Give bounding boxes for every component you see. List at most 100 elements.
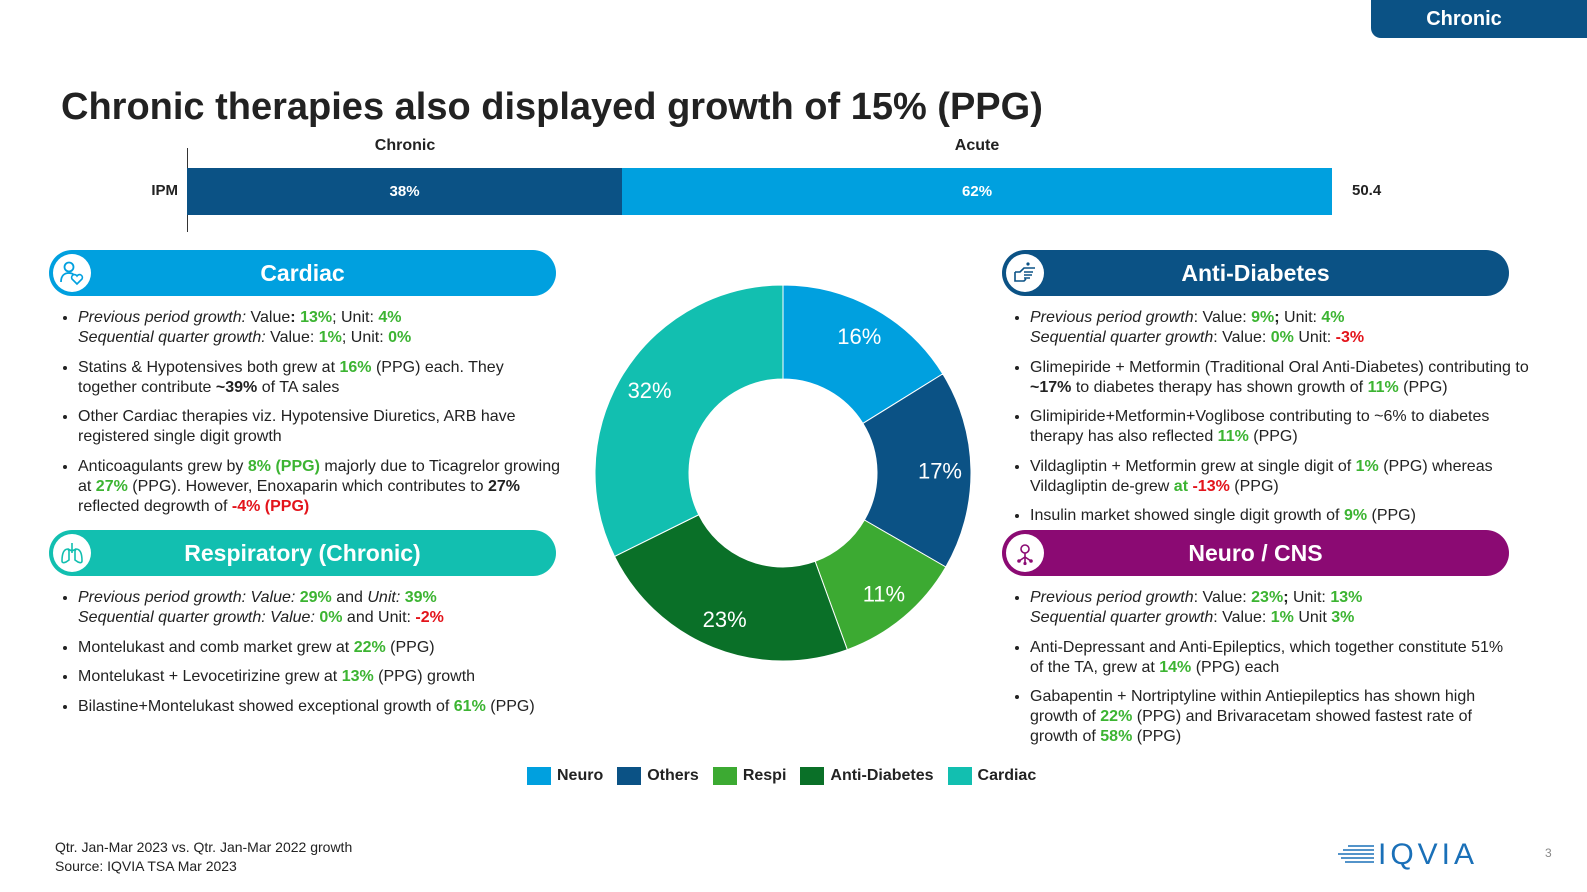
bullet-text: 13% (1330, 589, 1363, 606)
bullet-text: (PPG) and Brivaracetam showed fastest ra… (1030, 708, 1472, 745)
bullet-text: 11% (1367, 378, 1399, 396)
bullet-text: Sequential quarter growth (1030, 609, 1214, 626)
bullet-text: 1% (1355, 457, 1379, 475)
bullet-text: -4% (PPG) (231, 497, 310, 515)
bullet-text: 16% (339, 358, 372, 376)
bullet-text: 29% (299, 589, 332, 606)
section-tag: Chronic (1371, 0, 1587, 38)
bullet-text: 61% (453, 697, 486, 715)
bullet-text: 1% (1270, 609, 1294, 626)
bullet-text: to diabetes therapy has shown growth of (1071, 378, 1368, 396)
bullet-text: (PPG) whereas Vildagliptin de-grew (1030, 457, 1493, 495)
bullet-text: 3% (1331, 609, 1355, 626)
antidiabetes-header: Anti-Diabetes (1002, 250, 1509, 296)
legend-label: Others (647, 767, 699, 784)
donut-slice-label: 32% (628, 378, 672, 403)
legend-swatch (617, 767, 642, 785)
neuro-bullet-1: Previous period growth: Value: 23%; Unit… (1030, 588, 1514, 628)
respiratory-bullet-1: Previous period growth: Value: 29% and U… (78, 588, 562, 628)
bar-category-acute: Acute (954, 137, 1000, 154)
bullet-text: Glimepiride + Metformin (Traditional Ora… (1030, 358, 1529, 376)
bullet-text: (PPG) (385, 638, 435, 656)
respiratory-bullet-2: Montelukast and comb market grew at 22% … (78, 638, 562, 658)
bullet-text: 27% (488, 477, 521, 495)
bar-segment-label: 38% (389, 183, 420, 200)
bullet-text: Value (246, 309, 291, 326)
bullet-text: Insulin market showed single digit growt… (1030, 507, 1344, 524)
bar-segment-label: 62% (962, 183, 993, 200)
neuro-title: Neuro / CNS (1188, 539, 1323, 566)
legend-label: Anti-Diabetes (830, 767, 934, 784)
bullet-text: 0% (319, 609, 343, 626)
legend-item: Cardiac (947, 767, 1036, 785)
bar-segment-acute: 62% (622, 168, 1332, 215)
bullet-text: ; Unit: (341, 329, 389, 346)
bullet-text: -3% (1335, 329, 1365, 346)
bullet-text: 9% (1251, 309, 1275, 326)
bullet-text: 22% (353, 638, 386, 656)
bullet-text: Previous period growth: (78, 309, 247, 326)
bullet-text: 39% (404, 589, 437, 606)
lungs-icon (53, 534, 91, 572)
bullet-text: Unit (1293, 609, 1332, 626)
page-title: Chronic therapies also displayed growth … (61, 86, 1043, 128)
bullet-text: Sequential quarter growth (1030, 329, 1214, 346)
bullet-text: (PPG) (1367, 507, 1416, 524)
bullet-text: 27% (95, 477, 128, 495)
legend-swatch (712, 767, 737, 785)
antidiabetes-bullet-4: Vildagliptin + Metformin grew at single … (1030, 457, 1544, 497)
bar-segment-chronic: 38% (187, 168, 623, 215)
cardiac-bullets: Previous period growth: Value: 13% ; Unit… (52, 308, 562, 526)
bullet-text: of TA sales (257, 378, 340, 396)
bullet-text: (PPG) (1248, 428, 1298, 445)
bullet-text: Previous period growth: Value: (78, 589, 300, 606)
bullet-text: 13% (300, 309, 333, 326)
antidiabetes-bullet-3: Glimipiride+Metformin+Voglibose contribu… (1030, 407, 1544, 447)
legend-item: Respi (712, 767, 787, 785)
bullet-text: 13% (341, 668, 374, 685)
bullet-text: Unit: (367, 589, 405, 606)
bullet-text: reflected degrowth of (78, 497, 232, 515)
antidiabetes-bullets: Previous period growth: Value: 9%; Unit:… (1004, 308, 1544, 536)
bullet-text: Vildagliptin + Metformin grew at single … (1030, 457, 1356, 475)
cardiac-header: Cardiac (49, 250, 556, 296)
logo-text: IQVIA (1378, 838, 1479, 871)
bullet-text: Bilastine+Montelukast showed exceptional… (78, 697, 454, 715)
bullet-text: ; (1283, 589, 1289, 606)
bullet-text: 14% (1159, 658, 1192, 676)
brain-network-icon (1006, 534, 1044, 572)
bullet-text: : Value: (1213, 609, 1271, 626)
donut-slice-label: 16% (837, 324, 881, 349)
neuro-bullet-3: Gabapentin + Nortriptyline within Antiep… (1030, 687, 1514, 747)
cardiac-bullet-4: Anticoagulants grew by 8% (PPG) majorly … (78, 457, 562, 517)
bullet-text: Sequential quarter growth: (78, 329, 266, 346)
donut-slice-label: 11% (863, 581, 905, 606)
donut-slice-others (862, 373, 972, 568)
antidiabetes-title: Anti-Diabetes (1181, 259, 1330, 286)
bullet-text: : (290, 309, 296, 326)
bullet-text: Montelukast + Levocetirizine grew at (78, 668, 342, 685)
respiratory-bullets: Previous period growth: Value: 29% and U… (52, 588, 562, 726)
respiratory-bullet-3: Montelukast + Levocetirizine grew at 13%… (78, 667, 562, 687)
bullet-text: 23% (1251, 589, 1284, 606)
donut-slice-label: 17% (918, 459, 962, 484)
bullet-text: (PPG) (1398, 378, 1448, 396)
bullet-text: 1% (318, 329, 342, 346)
bar-total-value: 50.4 (1352, 182, 1382, 199)
donut-slice-label: 23% (703, 607, 747, 632)
bullet-text: : Value: (1193, 589, 1252, 606)
bullet-text: 4% (378, 309, 402, 326)
bullet-text: Other Cardiac therapies viz. Hypotensive… (78, 408, 516, 445)
respiratory-title: Respiratory (Chronic) (184, 539, 421, 566)
antidiabetes-bullet-2: Glimepiride + Metformin (Traditional Ora… (1030, 358, 1544, 398)
logo-lines-icon (1338, 845, 1374, 863)
legend-label: Respi (742, 767, 787, 784)
neuro-bullets: Previous period growth: Value: 23%; Unit… (1004, 588, 1514, 757)
chart-legend: Neuro Others Respi Anti-Diabetes Cardiac (527, 767, 1036, 785)
bullet-text: (PPG). However, Enoxaparin which contrib… (127, 477, 488, 495)
legend-item: Neuro (527, 767, 603, 785)
donut-slice-anti-diabetes (613, 514, 848, 662)
legend-swatch (947, 767, 972, 785)
antidiabetes-bullet-1: Previous period growth: Value: 9%; Unit:… (1030, 308, 1544, 348)
bullet-text: 11% (1217, 428, 1249, 445)
